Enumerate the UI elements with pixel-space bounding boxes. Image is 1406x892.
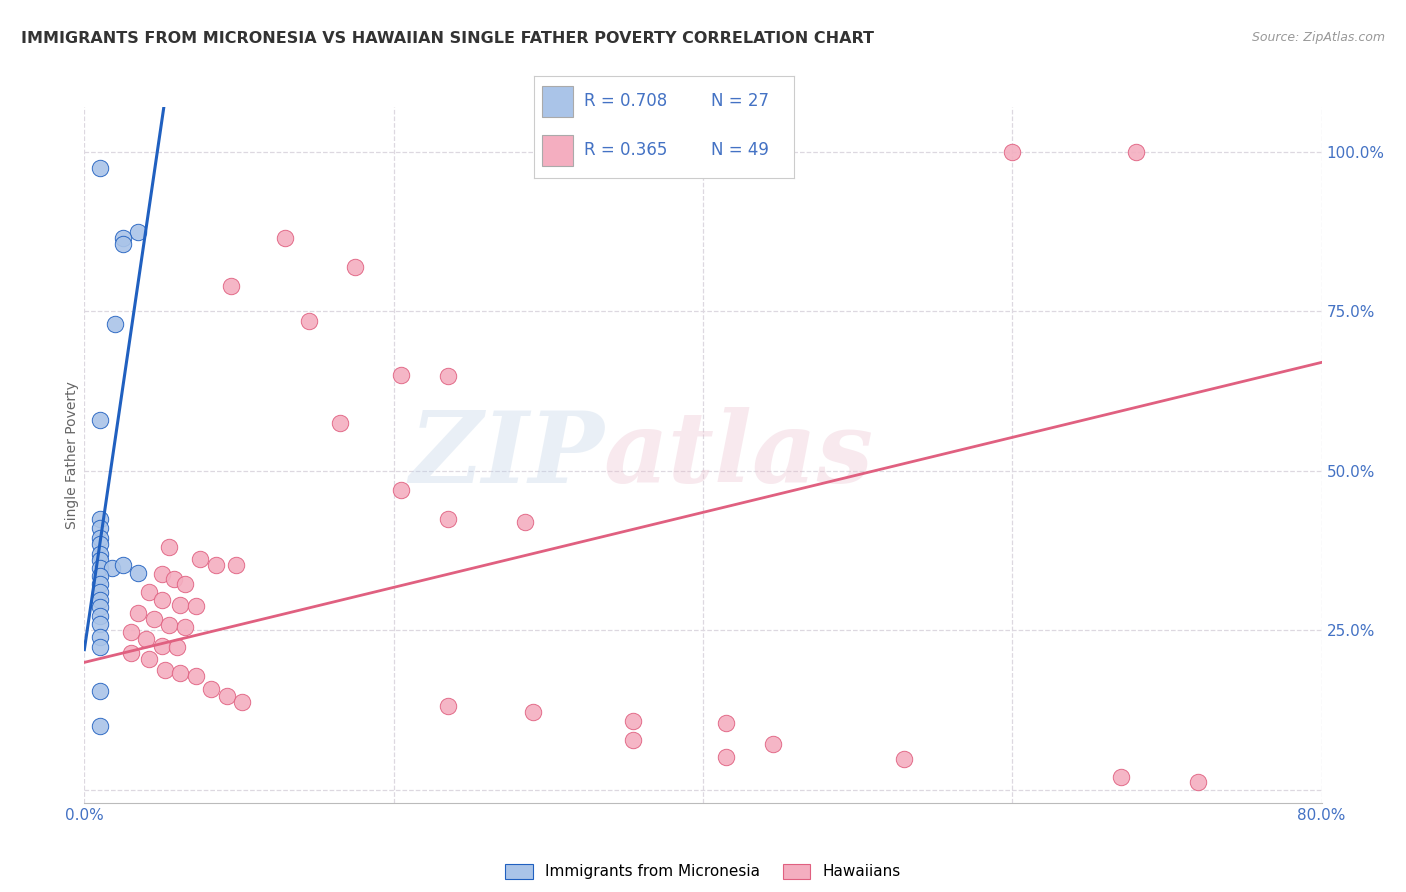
- Bar: [543, 87, 574, 117]
- Point: [89, 531, 111, 545]
- Point: [298, 314, 321, 328]
- Point: [89, 684, 111, 698]
- Point: [89, 617, 111, 632]
- Point: [169, 665, 191, 680]
- Point: [215, 689, 238, 703]
- Point: [716, 749, 738, 764]
- Point: [184, 669, 207, 683]
- Point: [135, 632, 157, 647]
- Point: [112, 231, 135, 245]
- Point: [188, 552, 212, 566]
- Point: [89, 537, 111, 551]
- Point: [200, 682, 222, 697]
- Text: ZIP: ZIP: [409, 407, 605, 503]
- Point: [159, 541, 181, 555]
- Point: [89, 561, 111, 575]
- Text: IMMIGRANTS FROM MICRONESIA VS HAWAIIAN SINGLE FATHER POVERTY CORRELATION CHART: IMMIGRANTS FROM MICRONESIA VS HAWAIIAN S…: [21, 31, 875, 46]
- Text: Source: ZipAtlas.com: Source: ZipAtlas.com: [1251, 31, 1385, 45]
- Point: [174, 619, 197, 633]
- Point: [112, 558, 135, 573]
- Text: N = 49: N = 49: [711, 141, 769, 159]
- Point: [89, 719, 111, 733]
- Point: [138, 652, 160, 666]
- Text: R = 0.708: R = 0.708: [583, 92, 666, 110]
- Point: [120, 647, 142, 661]
- Point: [128, 606, 150, 620]
- Point: [89, 413, 111, 427]
- Point: [150, 592, 173, 607]
- Point: [184, 599, 207, 614]
- Point: [101, 561, 124, 575]
- Y-axis label: Single Father Poverty: Single Father Poverty: [65, 381, 79, 529]
- Point: [89, 640, 111, 654]
- Point: [515, 515, 537, 529]
- Point: [120, 624, 142, 639]
- Point: [89, 512, 111, 526]
- Point: [89, 592, 111, 607]
- Point: [437, 369, 460, 384]
- Point: [231, 695, 253, 709]
- Point: [89, 577, 111, 591]
- Point: [159, 618, 181, 632]
- Point: [89, 609, 111, 624]
- Text: atlas: atlas: [605, 407, 875, 503]
- Point: [128, 566, 150, 580]
- Point: [1109, 770, 1132, 784]
- Point: [166, 640, 188, 654]
- Point: [89, 547, 111, 561]
- Point: [174, 577, 197, 591]
- Point: [329, 416, 352, 430]
- Point: [89, 568, 111, 582]
- Point: [138, 585, 160, 599]
- Point: [437, 698, 460, 713]
- Point: [153, 663, 176, 677]
- Point: [344, 260, 367, 274]
- Point: [143, 612, 166, 626]
- Point: [1125, 145, 1147, 159]
- Legend: Immigrants from Micronesia, Hawaiians: Immigrants from Micronesia, Hawaiians: [499, 857, 907, 886]
- Point: [89, 161, 111, 175]
- Point: [169, 598, 191, 612]
- Point: [150, 567, 173, 582]
- Point: [163, 573, 186, 587]
- Point: [522, 705, 544, 719]
- Point: [221, 278, 243, 293]
- Point: [225, 558, 247, 573]
- Point: [391, 483, 413, 497]
- Point: [112, 237, 135, 252]
- Point: [762, 737, 785, 751]
- Point: [150, 639, 173, 653]
- Point: [437, 512, 460, 526]
- Point: [623, 733, 645, 747]
- Point: [89, 585, 111, 599]
- Point: [89, 600, 111, 615]
- Point: [205, 558, 228, 572]
- Bar: [543, 136, 574, 166]
- Text: N = 27: N = 27: [711, 92, 769, 110]
- Point: [104, 317, 127, 331]
- Point: [716, 716, 738, 731]
- Point: [89, 521, 111, 535]
- Point: [893, 752, 915, 766]
- Point: [89, 630, 111, 644]
- Point: [128, 225, 150, 239]
- Point: [89, 553, 111, 567]
- Point: [1001, 145, 1024, 159]
- Point: [391, 368, 413, 383]
- Point: [1187, 775, 1209, 789]
- Text: R = 0.365: R = 0.365: [583, 141, 666, 159]
- Point: [623, 714, 645, 728]
- Point: [274, 231, 297, 245]
